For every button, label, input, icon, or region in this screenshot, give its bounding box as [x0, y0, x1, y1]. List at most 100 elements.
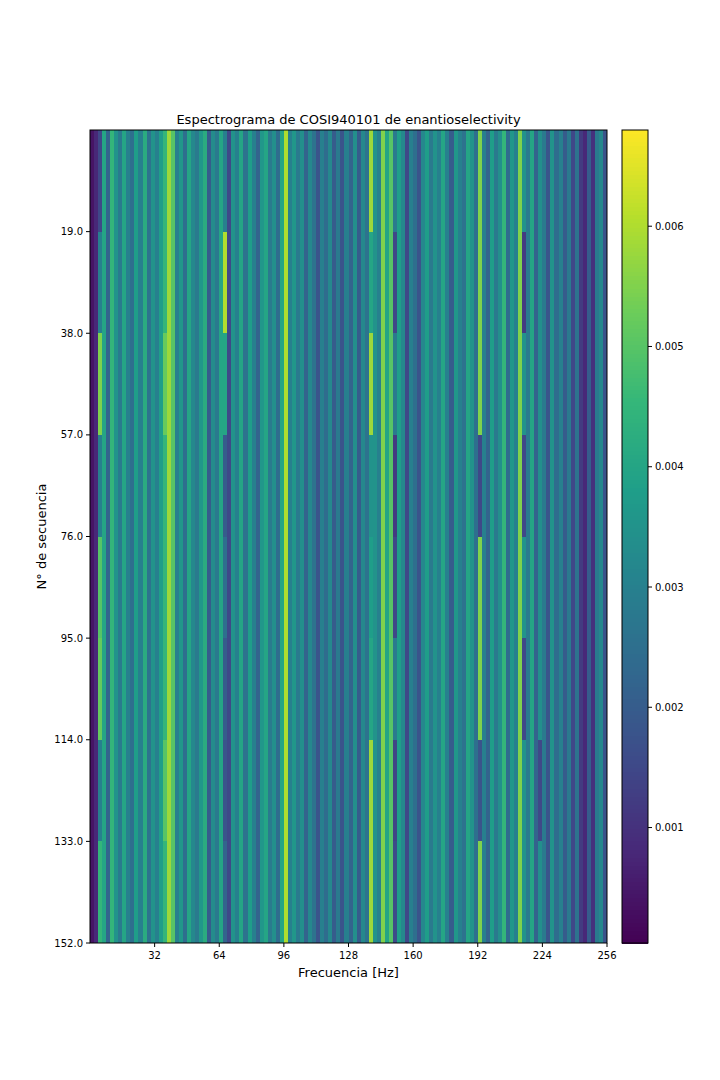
heatmap-cell — [163, 638, 167, 740]
heatmap-cell — [502, 232, 506, 334]
colorbar-step — [622, 541, 648, 546]
heatmap-cell — [433, 841, 437, 943]
heatmap-cell — [550, 333, 554, 435]
heatmap-cell — [304, 130, 308, 232]
heatmap-cell — [510, 740, 514, 842]
heatmap-cell — [389, 841, 393, 943]
heatmap-cell — [316, 333, 320, 435]
heatmap-cell — [571, 333, 575, 435]
heatmap-cell — [118, 638, 122, 740]
heatmap-cell — [369, 130, 373, 232]
heatmap-cell — [98, 333, 102, 435]
colorbar-step — [622, 350, 648, 355]
heatmap-cell — [526, 841, 530, 943]
heatmap-cell — [575, 537, 579, 639]
heatmap-cell — [98, 232, 102, 334]
heatmap-cell — [421, 130, 425, 232]
x-tick — [477, 943, 478, 947]
heatmap-cell — [288, 537, 292, 639]
heatmap-cell — [466, 333, 470, 435]
heatmap-cell — [559, 435, 563, 537]
y-tick-label: 57.0 — [61, 429, 83, 440]
heatmap-cell — [292, 333, 296, 435]
heatmap-cell — [114, 537, 118, 639]
heatmap-cell — [454, 638, 458, 740]
heatmap-cell — [292, 130, 296, 232]
heatmap-cell — [276, 537, 280, 639]
colorbar-step — [622, 817, 648, 822]
heatmap-cell — [357, 333, 361, 435]
x-tick — [154, 943, 155, 947]
heatmap-cell — [559, 638, 563, 740]
heatmap-cell — [151, 537, 155, 639]
colorbar-step — [622, 545, 648, 550]
colorbar-step — [622, 687, 648, 692]
heatmap-cell — [304, 232, 308, 334]
heatmap-cell — [90, 232, 94, 334]
heatmap-cell — [243, 333, 247, 435]
heatmap-cell — [179, 740, 183, 842]
heatmap-cell — [470, 537, 474, 639]
heatmap-cell — [256, 232, 260, 334]
heatmap-cell — [243, 130, 247, 232]
colorbar-step — [622, 354, 648, 359]
heatmap-cell — [554, 435, 558, 537]
colorbar-step — [622, 923, 648, 928]
heatmap-cell — [332, 638, 336, 740]
heatmap-cell — [134, 435, 138, 537]
heatmap-cell — [147, 740, 151, 842]
heatmap-cell — [478, 638, 482, 740]
heatmap-cell — [567, 638, 571, 740]
heatmap-cell — [373, 232, 377, 334]
heatmap-cell — [260, 740, 264, 842]
heatmap-cell — [526, 638, 530, 740]
heatmap-cell — [599, 333, 603, 435]
heatmap-cell — [417, 537, 421, 639]
heatmap-cell — [599, 537, 603, 639]
heatmap-cell — [393, 841, 397, 943]
heatmap-cell — [312, 435, 316, 537]
heatmap-cell — [328, 333, 332, 435]
heatmap-cell — [231, 333, 235, 435]
heatmap-cell — [381, 537, 385, 639]
heatmap-cell — [312, 740, 316, 842]
colorbar-step — [622, 268, 648, 273]
heatmap-cell — [571, 740, 575, 842]
colorbar-step — [622, 260, 648, 265]
colorbar-step — [622, 854, 648, 859]
heatmap-cell — [187, 435, 191, 537]
heatmap-cell — [163, 232, 167, 334]
heatmap-cell — [195, 841, 199, 943]
heatmap-cell — [538, 537, 542, 639]
heatmap-cell — [534, 333, 538, 435]
heatmap-cell — [106, 740, 110, 842]
heatmap-cell — [534, 638, 538, 740]
heatmap-cell — [353, 232, 357, 334]
heatmap-cell — [207, 130, 211, 232]
heatmap-cell — [187, 740, 191, 842]
x-tick — [413, 943, 414, 947]
heatmap-cell — [494, 435, 498, 537]
heatmap-cell — [530, 130, 534, 232]
heatmap-cell — [405, 638, 409, 740]
heatmap-cell — [268, 130, 272, 232]
heatmap-cell — [405, 232, 409, 334]
heatmap-cell — [340, 841, 344, 943]
colorbar-step — [622, 203, 648, 208]
heatmap-cell — [344, 638, 348, 740]
heatmap-cell — [336, 435, 340, 537]
colorbar-step — [622, 305, 648, 310]
heatmap-cell — [405, 435, 409, 537]
heatmap-cell — [227, 638, 231, 740]
heatmap-cell — [320, 333, 324, 435]
heatmap-cell — [445, 537, 449, 639]
heatmap-cell — [563, 435, 567, 537]
heatmap-cell — [454, 333, 458, 435]
heatmap-cell — [595, 841, 599, 943]
heatmap-cell — [458, 435, 462, 537]
heatmap-cell — [280, 232, 284, 334]
heatmap-cell — [546, 130, 550, 232]
colorbar-step — [622, 825, 648, 830]
colorbar-step — [622, 410, 648, 415]
heatmap-cell — [413, 537, 417, 639]
